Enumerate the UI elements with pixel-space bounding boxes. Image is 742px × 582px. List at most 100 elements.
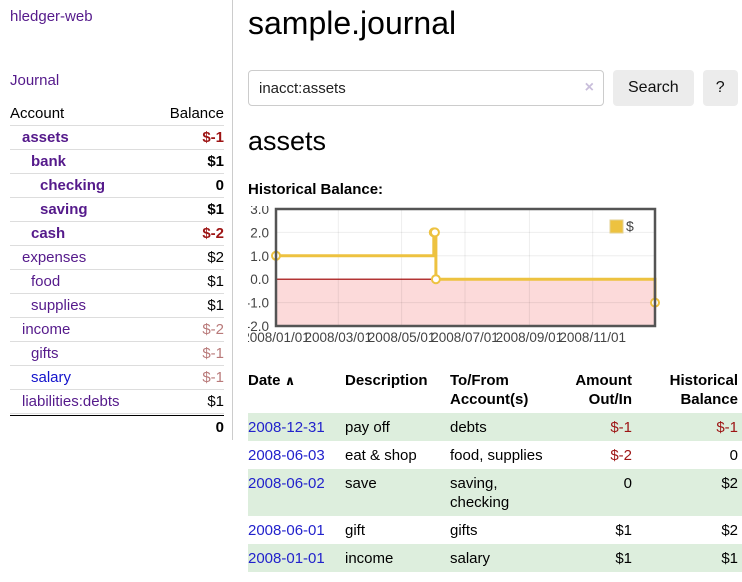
account-link-liabilities-debts[interactable]: liabilities:debts [22,393,120,410]
account-balance: $1 [207,273,224,290]
account-row: liabilities:debts $1 [10,390,224,414]
svg-text:2008/11/01: 2008/11/01 [559,330,626,345]
account-page-title: assets [248,126,327,156]
account-balance: $-2 [202,321,224,338]
register-row: 2008-06-03 eat & shop food, supplies $-2… [248,441,742,469]
register-row: 2008-06-02 save saving, checking 0 $2 [248,469,742,516]
account-row: gifts $-1 [10,342,224,366]
chart-heading: Historical Balance: [248,181,384,198]
transaction-date-link[interactable]: 2008-12-31 [248,419,325,436]
transaction-accounts: salary [450,550,491,567]
account-row: cash $-2 [10,222,224,246]
search-input[interactable] [248,70,604,106]
account-link-salary[interactable]: salary [31,369,72,386]
svg-text:$: $ [626,218,634,234]
register-row: 2008-01-01 income salary $1 $1 [248,544,742,572]
transaction-description: income [345,550,394,567]
col-date-label: Date [248,372,281,389]
svg-text:3.0: 3.0 [250,206,269,217]
register-header-row: Date ∧ Description To/From Account(s) Am… [248,367,742,413]
svg-text:1.0: 1.0 [250,249,269,264]
account-row: bank $1 [10,150,224,174]
transaction-accounts: gifts [450,522,478,539]
account-link-expenses[interactable]: expenses [22,249,87,266]
account-row: supplies $1 [10,294,224,318]
account-row: assets $-1 [10,126,224,150]
transaction-balance: $2 [721,475,738,492]
transaction-amount: $-2 [610,447,632,464]
transaction-balance: $1 [721,550,738,567]
svg-text:2008/03/01: 2008/03/01 [305,330,373,345]
col-description: Description [345,372,428,389]
account-balance: $-1 [202,369,224,386]
transaction-date-link[interactable]: 2008-06-01 [248,522,325,539]
help-button[interactable]: ? [702,70,738,106]
col-tofrom-accounts: To/From Account(s) [450,372,529,408]
account-link-cash[interactable]: cash [31,225,66,242]
account-balance: $-2 [202,225,224,242]
search-input-wrap: × [248,70,604,106]
transaction-accounts: saving, checking [450,475,510,511]
transaction-amount: $-1 [610,419,632,436]
svg-text:2008/09/01: 2008/09/01 [496,330,564,345]
svg-text:-2.0: -2.0 [248,319,269,334]
account-link-income[interactable]: income [22,321,71,338]
account-balance: $1 [207,153,224,170]
accounts-total-row: 0 [10,415,224,439]
transaction-accounts: debts [450,419,487,436]
clear-search-icon[interactable]: × [584,79,594,96]
transaction-balance: $2 [721,522,738,539]
account-balance: 0 [215,177,224,194]
transaction-date-link[interactable]: 2008-01-01 [248,550,325,567]
account-link-supplies[interactable]: supplies [31,297,87,314]
accounts-table-header: Account Balance [10,102,224,126]
transaction-description: eat & shop [345,447,417,464]
svg-text:2.0: 2.0 [250,225,269,240]
sort-ascending-icon: ∧ [284,373,296,388]
account-row: income $-2 [10,318,224,342]
col-date[interactable]: Date ∧ [248,367,345,413]
col-historical-balance: Historical Balance [669,372,738,408]
register-row: 2008-06-01 gift gifts $1 $2 [248,516,742,544]
transaction-balance: 0 [729,447,738,464]
sidebar-item-journal[interactable]: Journal [10,72,60,89]
transaction-balance: $-1 [716,419,738,436]
transaction-date-link[interactable]: 2008-06-02 [248,475,325,492]
svg-text:2008/07/01: 2008/07/01 [431,330,499,345]
transaction-description: gift [345,522,366,539]
transaction-description: save [345,475,377,492]
svg-text:-1.0: -1.0 [248,296,269,311]
chart-container: $3.0 2.0 1.0 0.0 -1.0 -2.0 2008/01/01 2008/03/0… [242,202,742,353]
account-link-gifts[interactable]: gifts [31,345,59,362]
svg-text:2008/05/01: 2008/05/01 [368,330,436,345]
account-balance: $1 [207,297,224,314]
page-title: sample.journal [248,5,457,41]
sidebar: hledger-web Journal Account Balance asse… [0,0,233,440]
transaction-amount: $1 [615,550,632,567]
account-balance: $-1 [202,345,224,362]
transaction-date-link[interactable]: 2008-06-03 [248,447,325,464]
col-amount-out-in: Amount Out/In [575,372,632,408]
main-content: sample.journal × Search ? assets Histori… [242,0,742,572]
search-form: × Search ? [248,70,742,106]
account-link-bank[interactable]: bank [31,153,67,170]
accounts-total-value: 0 [215,419,224,436]
account-link-food[interactable]: food [31,273,61,290]
accounts-col-account: Account [10,105,65,122]
transaction-description: pay off [345,419,390,436]
accounts-col-balance: Balance [169,105,224,122]
account-balance: $-1 [202,129,224,146]
account-row: salary $-1 [10,366,224,390]
historical-balance-chart: $3.0 2.0 1.0 0.0 -1.0 -2.02008/01/012008/03/0… [242,202,660,345]
account-link-saving[interactable]: saving [40,201,88,218]
register-table: Date ∧ Description To/From Account(s) Am… [248,367,742,572]
brand-link[interactable]: hledger-web [10,8,93,25]
search-button[interactable]: Search [613,70,694,106]
transaction-amount: $1 [615,522,632,539]
transaction-amount: 0 [623,475,632,492]
svg-text:0.0: 0.0 [250,272,269,287]
account-link-assets[interactable]: assets [22,129,69,146]
account-row: checking 0 [10,174,224,198]
account-link-checking[interactable]: checking [40,177,106,194]
